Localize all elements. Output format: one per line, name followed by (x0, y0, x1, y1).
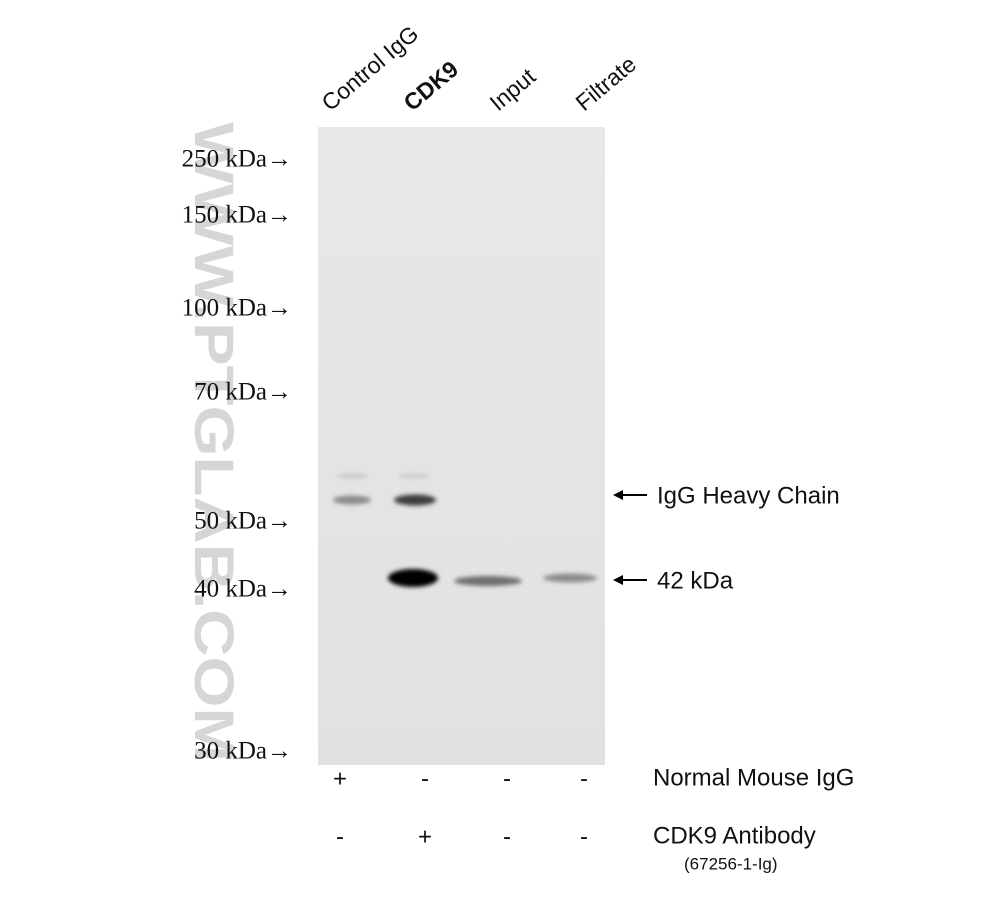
treatment-sign: - (421, 765, 429, 792)
bands (333, 473, 597, 587)
marker-label: 50 kDa→ (194, 508, 292, 535)
marker-label: 150 kDa→ (182, 202, 292, 229)
treatment-sign: - (580, 765, 588, 792)
marker-label: 70 kDa→ (194, 379, 292, 406)
treatment-sign: + (333, 765, 347, 792)
treatment-sign: - (503, 765, 511, 792)
annotation-arrows (613, 490, 647, 585)
lane-label: CDK9 (399, 56, 464, 116)
treatment-sign: - (503, 823, 511, 850)
band-annotation: 42 kDa (657, 567, 734, 594)
band (454, 576, 522, 586)
treatment-sign: + (418, 823, 432, 850)
lane-label: Filtrate (571, 51, 642, 116)
marker-label: 250 kDa→ (182, 146, 292, 173)
treatment-sign: - (336, 823, 344, 850)
band (543, 573, 597, 583)
marker-label: 30 kDa→ (194, 738, 292, 765)
watermark: WWW.PTGLAB.COM (183, 122, 246, 762)
band (394, 494, 436, 506)
band (333, 495, 371, 505)
marker-label: 40 kDa→ (194, 576, 292, 603)
band (398, 473, 430, 479)
band (336, 473, 368, 479)
treatment-label: Normal Mouse IgG (653, 764, 854, 791)
band (388, 569, 438, 587)
treatment-label: CDK9 Antibody (653, 822, 816, 849)
blot-membrane (318, 127, 605, 765)
marker-label: 100 kDa→ (182, 295, 292, 322)
lane-label: Input (485, 63, 541, 116)
band-annotation: IgG Heavy Chain (657, 482, 840, 509)
treatment-sign: - (580, 823, 588, 850)
treatment-sublabel: (67256-1-Ig) (684, 854, 778, 873)
